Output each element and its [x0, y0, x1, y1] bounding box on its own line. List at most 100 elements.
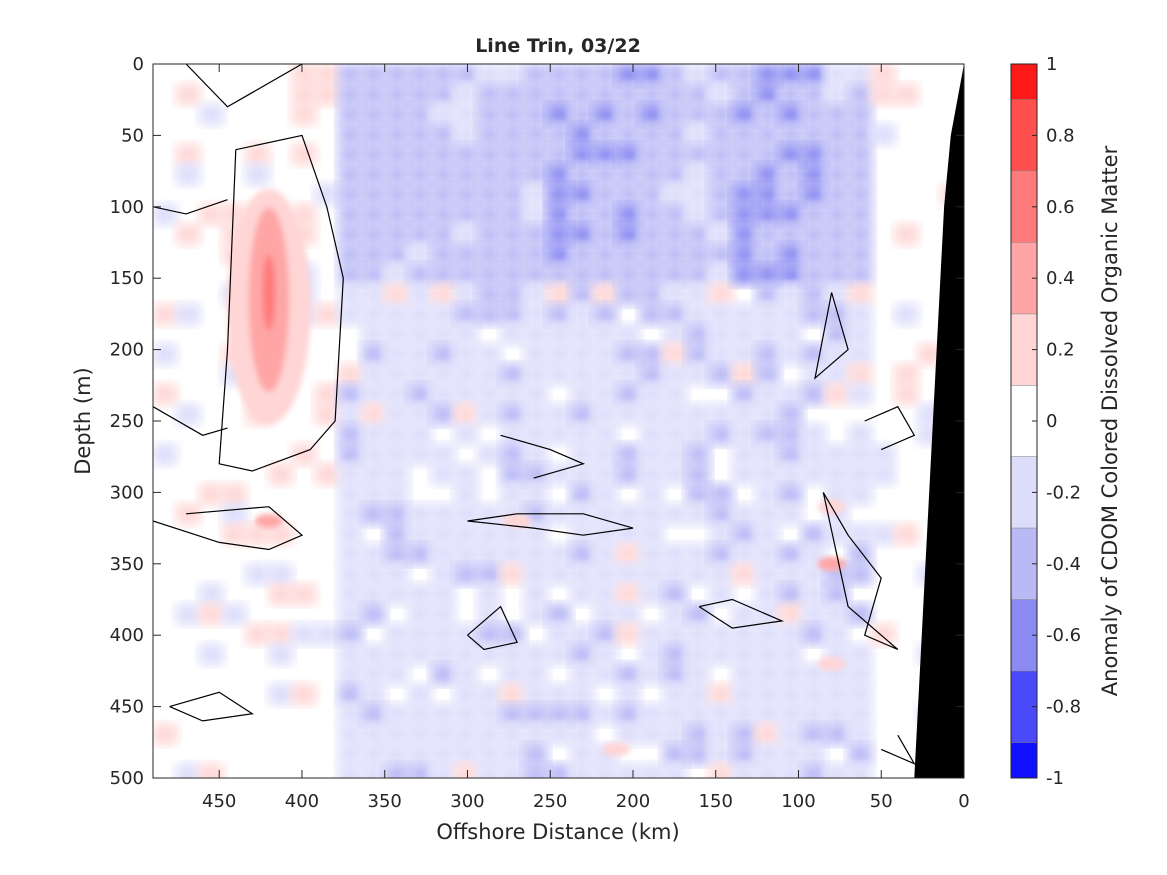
colorbar-tick-label: 0	[1046, 411, 1057, 432]
field-cell	[824, 583, 850, 605]
field-cell	[546, 303, 572, 325]
field-cell	[454, 703, 479, 725]
field-cell	[639, 583, 664, 605]
field-cell	[570, 243, 595, 265]
field-cell	[732, 523, 757, 545]
field-cell	[546, 643, 572, 665]
field-cell	[477, 83, 502, 105]
field-cell	[732, 203, 757, 225]
field-cell	[454, 83, 479, 105]
y-tick-label: 200	[110, 340, 144, 361]
field-cell	[662, 663, 687, 685]
field-cell	[245, 143, 270, 165]
field-cell	[639, 623, 664, 645]
field-cell	[685, 303, 711, 325]
field-cell	[292, 203, 317, 225]
field-cell	[732, 603, 757, 625]
field-cell	[685, 263, 711, 285]
field-cell	[176, 603, 201, 625]
field-cell	[500, 143, 525, 165]
field-cell	[570, 143, 595, 165]
field-cell	[338, 263, 363, 285]
field-cell	[338, 663, 363, 685]
field-cell	[500, 64, 525, 85]
field-cell	[848, 64, 873, 85]
field-cell	[546, 64, 572, 85]
field-cell	[639, 363, 664, 385]
field-cell	[824, 143, 850, 165]
field-cell	[315, 183, 340, 205]
field-cell	[454, 363, 479, 385]
field-cell	[222, 503, 247, 525]
field-cell	[616, 503, 641, 525]
field-cell	[222, 483, 247, 505]
x-tick-label: 100	[781, 791, 815, 812]
field-cell	[824, 83, 850, 105]
field-cell	[570, 363, 595, 385]
field-cell	[616, 623, 641, 645]
field-cell	[454, 283, 479, 305]
field-cell	[685, 323, 711, 345]
field-cell	[384, 423, 409, 445]
field-cell	[407, 64, 433, 85]
field-cell	[431, 163, 456, 185]
field-cell	[755, 703, 780, 725]
field-cell	[477, 223, 502, 245]
field-cell	[292, 623, 317, 645]
field-cell	[546, 723, 572, 745]
field-cell	[778, 183, 803, 205]
field-cell	[732, 243, 757, 265]
field-cell	[570, 463, 595, 485]
field-cell	[848, 363, 873, 385]
field-cell	[824, 763, 850, 778]
field-cell	[570, 663, 595, 685]
field-cell	[778, 463, 803, 485]
field-cell	[199, 583, 224, 605]
field-cell	[500, 283, 525, 305]
field-cell	[477, 303, 502, 325]
field-cell	[222, 523, 247, 545]
x-tick-label: 300	[450, 791, 484, 812]
field-cell	[755, 143, 780, 165]
field-cell	[523, 103, 548, 125]
field-cell	[685, 543, 711, 565]
field-cell	[871, 523, 896, 545]
field-cell	[407, 723, 433, 745]
field-cell	[755, 383, 780, 405]
colorbar-label: Anomaly of CDOM Colored Dissolved Organi…	[1098, 145, 1122, 696]
field-cell	[570, 323, 595, 345]
field-cell	[593, 283, 618, 305]
field-cell	[639, 443, 664, 465]
field-cell	[848, 603, 873, 625]
field-cell	[755, 323, 780, 345]
field-cell	[268, 623, 294, 645]
field-cell	[500, 83, 525, 105]
field-cell	[662, 163, 687, 185]
field-cell	[500, 703, 525, 725]
field-cell	[639, 703, 664, 725]
field-cell	[778, 103, 803, 125]
field-cell	[338, 223, 363, 245]
field-cell	[523, 583, 548, 605]
field-cell	[338, 743, 363, 765]
field-cell	[431, 763, 456, 778]
field-cell	[384, 443, 409, 465]
field-cell	[431, 303, 456, 325]
field-cell	[732, 223, 757, 245]
field-cell	[871, 623, 896, 645]
field-cell	[755, 683, 780, 705]
field-cell	[338, 463, 363, 485]
field-cell	[523, 483, 548, 505]
field-cell	[268, 463, 294, 485]
field-cell	[338, 283, 363, 305]
colorbar-tick-label: 0.4	[1046, 268, 1075, 289]
field-cell	[755, 183, 780, 205]
field-cell	[500, 443, 525, 465]
field-cell	[153, 203, 178, 225]
field-cell	[685, 343, 711, 365]
field-cell	[361, 763, 386, 778]
field-cell	[639, 663, 664, 685]
field-cell	[361, 683, 386, 705]
field-cell	[546, 143, 572, 165]
field-cell	[639, 123, 664, 145]
